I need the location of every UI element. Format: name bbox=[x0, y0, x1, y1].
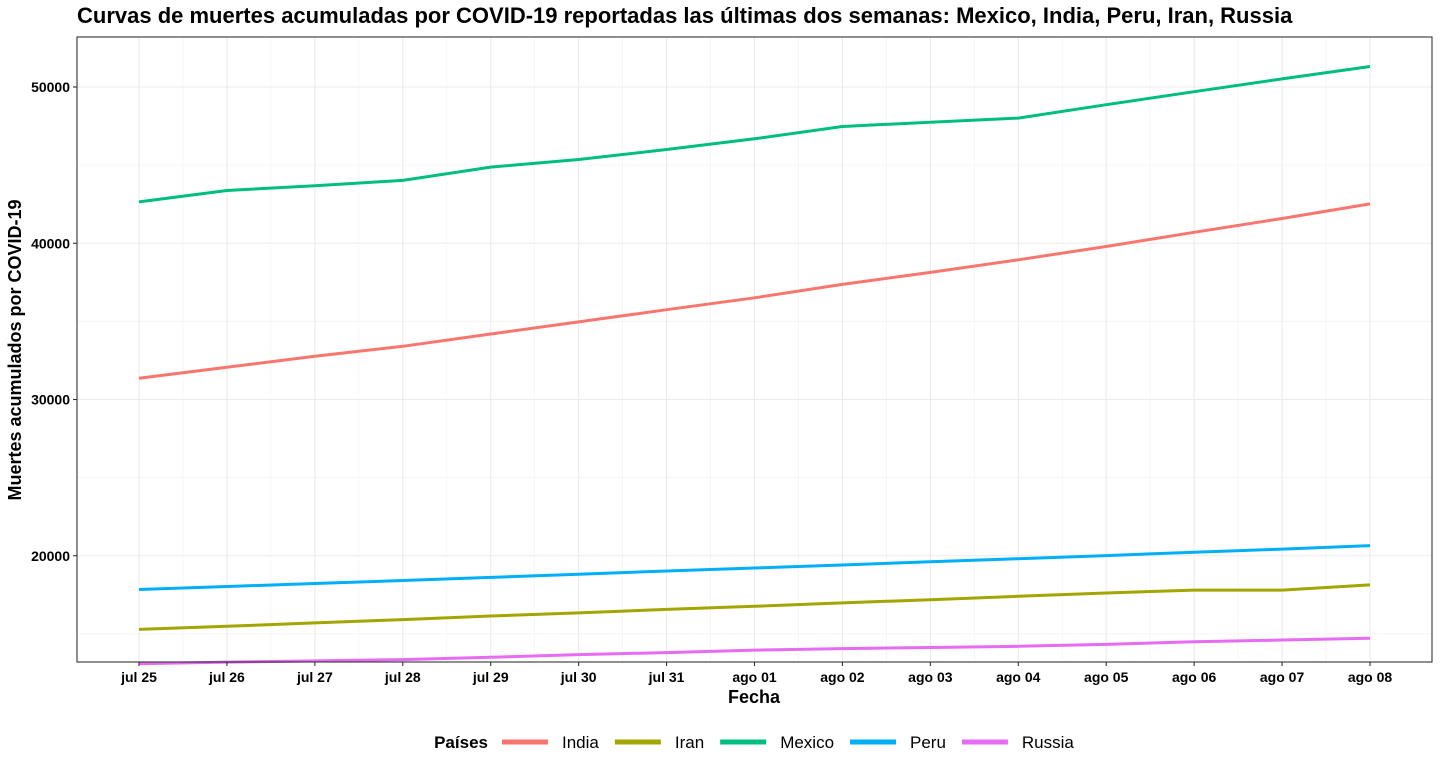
x-tick-label: ago 08 bbox=[1348, 669, 1393, 685]
chart-title: Curvas de muertes acumuladas por COVID-1… bbox=[77, 3, 1293, 28]
legend-label-peru: Peru bbox=[910, 733, 946, 752]
x-tick-label: jul 29 bbox=[472, 669, 509, 685]
y-tick-label: 50000 bbox=[31, 79, 70, 95]
legend-label-india: India bbox=[562, 733, 599, 752]
series-lines bbox=[138, 65, 1371, 666]
legend: Países India Iran Mexico Peru Russia bbox=[434, 733, 1074, 752]
series-line-peru bbox=[138, 544, 1371, 591]
y-tick-label: 40000 bbox=[31, 235, 70, 251]
x-tick-label: jul 31 bbox=[648, 669, 685, 685]
legend-label-russia: Russia bbox=[1022, 733, 1075, 752]
x-tick-label: jul 25 bbox=[120, 669, 157, 685]
x-tick-label: jul 28 bbox=[384, 669, 421, 685]
series-line-russia bbox=[138, 636, 1371, 666]
x-tick-label: ago 03 bbox=[908, 669, 953, 685]
x-axis-title: Fecha bbox=[728, 687, 781, 707]
x-tick-label: jul 30 bbox=[560, 669, 597, 685]
y-tick-label: 20000 bbox=[31, 548, 70, 564]
x-tick-label: jul 26 bbox=[208, 669, 245, 685]
x-axis: jul 25 jul 26 jul 27 jul 28 jul 29 jul 30 jul … bbox=[120, 662, 1392, 685]
series-line-iran bbox=[138, 583, 1371, 631]
x-tick-label: ago 07 bbox=[1260, 669, 1305, 685]
series-line-mexico bbox=[138, 65, 1371, 204]
x-tick-label: ago 06 bbox=[1172, 669, 1217, 685]
y-axis: 20000 30000 40000 50000 bbox=[31, 79, 77, 564]
legend-title: Países bbox=[434, 733, 488, 752]
x-tick-label: ago 04 bbox=[996, 669, 1041, 685]
y-axis-title: Muertes acumulados por COVID-19 bbox=[5, 199, 25, 500]
legend-label-iran: Iran bbox=[675, 733, 704, 752]
x-tick-label: ago 05 bbox=[1084, 669, 1129, 685]
series-line-india bbox=[138, 202, 1371, 380]
y-tick-label: 30000 bbox=[31, 392, 70, 408]
x-tick-label: ago 02 bbox=[820, 669, 865, 685]
legend-label-mexico: Mexico bbox=[780, 733, 834, 752]
x-tick-label: ago 01 bbox=[732, 669, 777, 685]
x-tick-label: jul 27 bbox=[296, 669, 333, 685]
